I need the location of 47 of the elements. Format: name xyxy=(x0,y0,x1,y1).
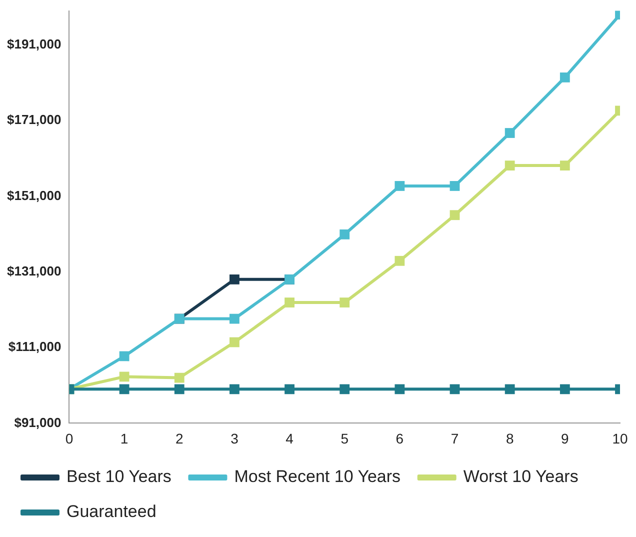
point xyxy=(284,298,294,308)
point xyxy=(230,384,240,394)
point xyxy=(230,274,240,284)
y-tick-label: $191,000 xyxy=(6,36,62,52)
point xyxy=(560,384,570,394)
x-tick-label: 3 xyxy=(230,430,239,446)
x-tick-label: 6 xyxy=(396,430,404,446)
point xyxy=(504,384,515,394)
point xyxy=(394,256,405,266)
x-tick-label: 2 xyxy=(175,430,184,446)
point xyxy=(174,372,184,383)
point xyxy=(450,210,460,220)
y-tick-label: $111,000 xyxy=(8,339,62,354)
point xyxy=(119,351,130,362)
legend-label: Guaranteed xyxy=(66,502,156,522)
y-tick-label: $131,000 xyxy=(6,263,62,278)
point xyxy=(394,181,405,191)
point xyxy=(230,337,240,348)
y-tick-label: $151,000 xyxy=(6,188,62,203)
x-tick-label: 8 xyxy=(506,430,514,446)
point xyxy=(340,229,350,240)
x-tick-label: 4 xyxy=(286,430,294,446)
point xyxy=(450,384,460,394)
x-tick-label: 7 xyxy=(450,430,459,446)
point xyxy=(450,181,460,191)
point xyxy=(174,384,184,394)
point xyxy=(119,372,130,382)
point xyxy=(119,384,130,394)
point xyxy=(230,314,240,324)
x-tick-label: 9 xyxy=(561,430,570,446)
point xyxy=(284,384,294,394)
point xyxy=(340,298,350,308)
x-tick-label: 0 xyxy=(65,430,74,446)
y-tick-label: $171,000 xyxy=(6,112,62,128)
point xyxy=(504,160,515,170)
x-tick-label: 1 xyxy=(120,430,128,446)
point xyxy=(340,384,350,394)
x-tick-label: 5 xyxy=(340,430,349,446)
y-tick-label: $91,000 xyxy=(14,414,62,430)
point xyxy=(560,72,570,82)
x-tick-label: 10 xyxy=(612,430,628,446)
legend-label: Best 10 Years xyxy=(66,467,172,486)
point xyxy=(504,128,515,138)
point xyxy=(560,160,570,170)
point xyxy=(394,384,405,394)
legend-label: Worst 10 Years xyxy=(463,467,578,486)
legend-label: Most Recent 10 Years xyxy=(234,467,401,486)
